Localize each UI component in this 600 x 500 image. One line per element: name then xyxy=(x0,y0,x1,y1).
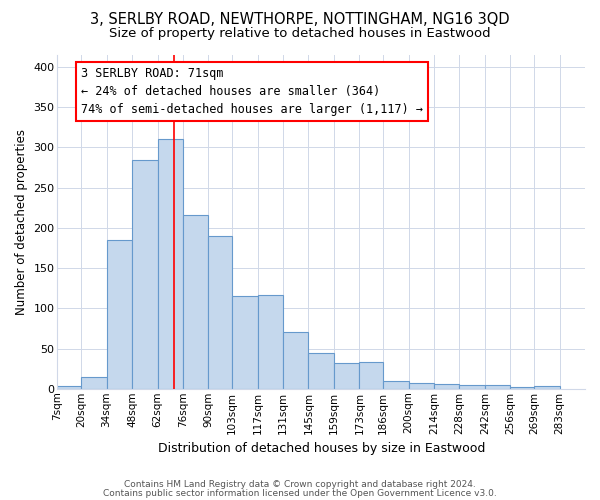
Bar xyxy=(308,352,334,389)
Bar xyxy=(158,138,183,389)
Bar xyxy=(81,376,107,389)
Bar xyxy=(107,240,132,389)
Bar xyxy=(208,236,232,389)
Bar xyxy=(257,296,283,389)
Text: Contains public sector information licensed under the Open Government Licence v3: Contains public sector information licen… xyxy=(103,488,497,498)
Text: Contains HM Land Registry data © Crown copyright and database right 2024.: Contains HM Land Registry data © Crown c… xyxy=(124,480,476,489)
X-axis label: Distribution of detached houses by size in Eastwood: Distribution of detached houses by size … xyxy=(158,442,485,455)
Bar xyxy=(283,332,308,389)
Bar xyxy=(183,215,208,389)
Bar xyxy=(334,363,359,389)
Bar xyxy=(232,296,257,389)
Text: Size of property relative to detached houses in Eastwood: Size of property relative to detached ho… xyxy=(109,28,491,40)
Bar xyxy=(460,384,485,389)
Y-axis label: Number of detached properties: Number of detached properties xyxy=(15,129,28,315)
Bar xyxy=(359,362,383,389)
Bar xyxy=(534,386,560,389)
Bar xyxy=(58,386,81,389)
Text: 3, SERLBY ROAD, NEWTHORPE, NOTTINGHAM, NG16 3QD: 3, SERLBY ROAD, NEWTHORPE, NOTTINGHAM, N… xyxy=(90,12,510,28)
Bar xyxy=(409,383,434,389)
Bar xyxy=(132,160,158,389)
Bar xyxy=(434,384,460,389)
Text: 3 SERLBY ROAD: 71sqm
← 24% of detached houses are smaller (364)
74% of semi-deta: 3 SERLBY ROAD: 71sqm ← 24% of detached h… xyxy=(81,67,423,116)
Bar xyxy=(383,380,409,389)
Bar xyxy=(485,384,511,389)
Bar xyxy=(511,387,534,389)
